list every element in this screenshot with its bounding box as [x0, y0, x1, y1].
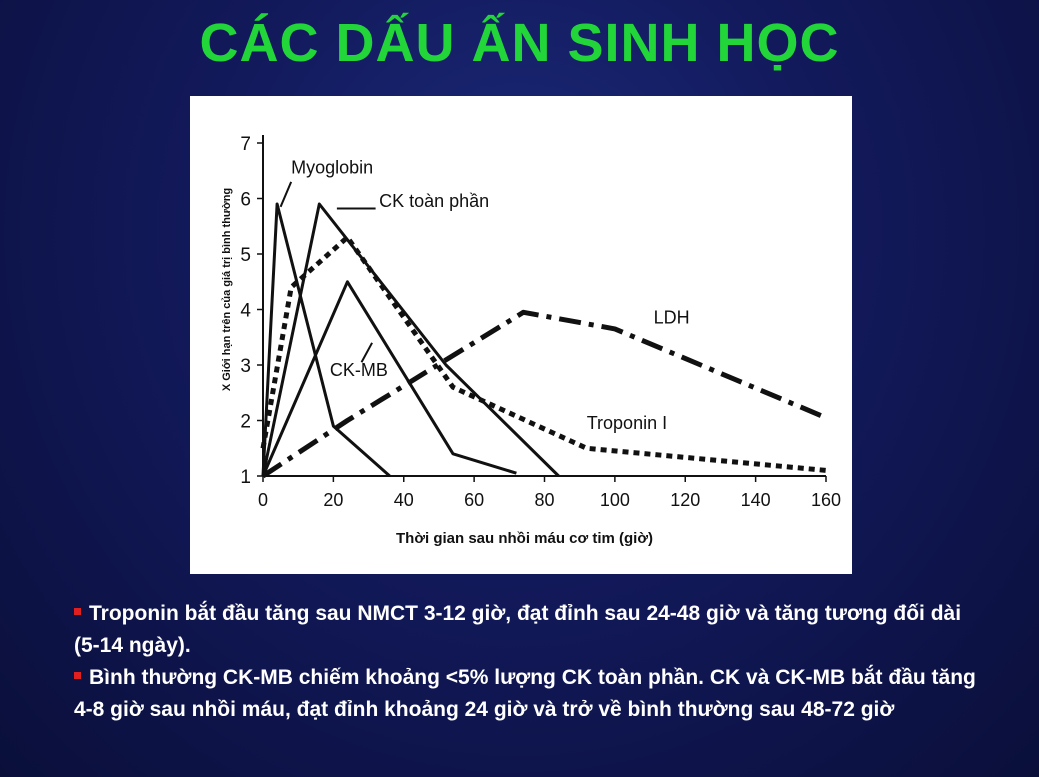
- x-tick-label: 20: [323, 490, 343, 510]
- annotation-ck-to-n-ph-n: CK toàn phần: [379, 191, 489, 211]
- x-tick-label: 0: [258, 490, 268, 510]
- annotation-leader-line: [360, 342, 373, 363]
- series-line-ck-mb: [261, 280, 517, 477]
- bullet-text: Troponin bắt đầu tăng sau NMCT 3-12 giờ,…: [74, 602, 962, 657]
- annotation-leader-line: [279, 181, 293, 208]
- x-tick-label: 160: [811, 490, 841, 510]
- series-line-troponin-i: [260, 234, 827, 473]
- series-line-ck-to-n-ph-n: [261, 202, 560, 478]
- y-axis-label: X Giới hạn trên của giá trị bình thường: [221, 188, 233, 391]
- x-tick-label: 80: [534, 490, 554, 510]
- x-tick-label: 60: [464, 490, 484, 510]
- y-tick-label: 7: [240, 134, 251, 155]
- x-axis-label: Thời gian sau nhồi máu cơ tim (giờ): [396, 530, 653, 547]
- y-tick-label: 2: [240, 412, 251, 433]
- series-line-ldh: [261, 309, 827, 479]
- bullet-icon: [74, 671, 81, 679]
- bullet-item-ckmb: Bình thường CK-MB chiếm khoảng <5% lượng…: [74, 662, 984, 726]
- bullet-icon: [74, 607, 81, 615]
- annotation-ldh: LDH: [654, 307, 690, 327]
- x-tick-label: 40: [394, 490, 414, 510]
- y-tick-label: 6: [240, 190, 251, 211]
- bullet-item-troponin: Troponin bắt đầu tăng sau NMCT 3-12 giờ,…: [74, 598, 984, 662]
- chart-panel: 1 2 3 4 5 6 7 0 20 40 60 80 100 120 140 160 Thời gian sa…: [190, 96, 852, 574]
- y-tick-label: 4: [240, 301, 251, 322]
- x-tick-label: 120: [670, 490, 700, 510]
- bullet-list: Troponin bắt đầu tăng sau NMCT 3-12 giờ,…: [74, 598, 984, 726]
- annotation-ck-mb: CK-MB: [330, 360, 388, 380]
- series-line-myoglobin: [261, 202, 391, 478]
- x-tick-label: 100: [600, 490, 630, 510]
- annotation-troponin-i: Troponin I: [587, 413, 667, 433]
- x-tick-label: 140: [741, 490, 771, 510]
- y-tick-label: 1: [240, 467, 251, 488]
- biomarker-chart: 1 2 3 4 5 6 7 0 20 40 60 80 100 120 140 160 Thời gian sa…: [221, 134, 841, 547]
- annotation-myoglobin: Myoglobin: [291, 158, 373, 178]
- y-tick-label: 3: [240, 356, 251, 377]
- bullet-text: Bình thường CK-MB chiếm khoảng <5% lượng…: [74, 666, 976, 721]
- y-tick-label: 5: [240, 245, 251, 266]
- page-title: CÁC DẤU ẤN SINH HỌC: [199, 13, 840, 73]
